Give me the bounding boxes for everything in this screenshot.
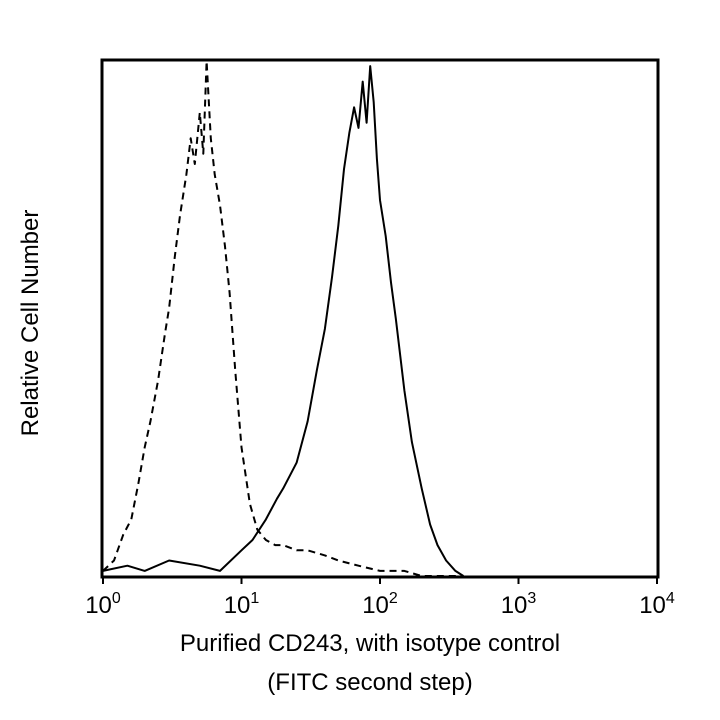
- x-tick-label-2: 102: [362, 590, 398, 619]
- x-tick-label-4: 104: [639, 590, 675, 619]
- x-axis-label-line-2: (FITC second step): [267, 669, 472, 696]
- series-group: [102, 60, 464, 577]
- x-tick-label-0: 100: [85, 590, 121, 619]
- x-tick-label-1: 101: [224, 590, 260, 619]
- x-axis-label-line-1: Purified CD243, with isotype control: [180, 630, 560, 657]
- x-tick-group: 100 101 102 103 104: [85, 577, 675, 619]
- x-tick-label-3: 103: [501, 590, 537, 619]
- series-solid-cd243-line: [102, 65, 464, 577]
- series-dashed-isotype-line: [102, 60, 464, 577]
- y-axis-label: Relative Cell Number: [17, 210, 44, 437]
